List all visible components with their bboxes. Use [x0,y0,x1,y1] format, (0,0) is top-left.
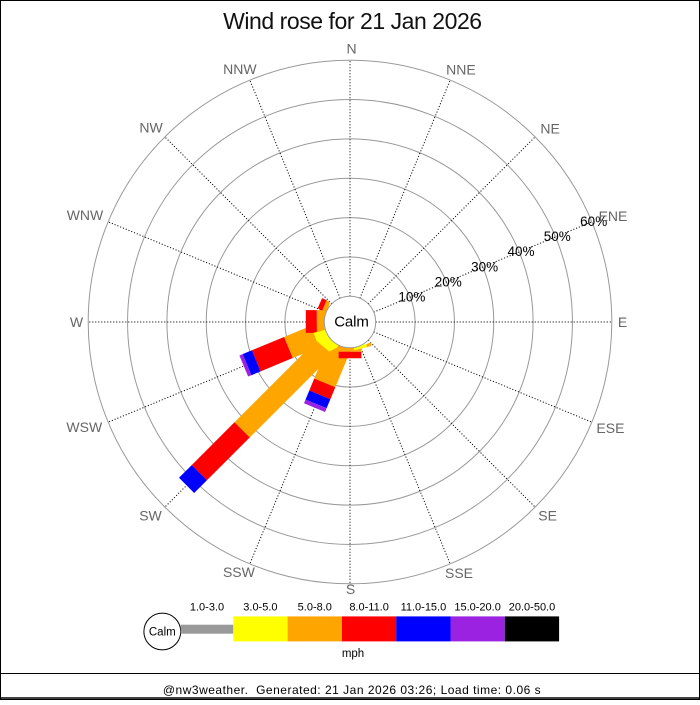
svg-text:10%: 10% [398,289,425,304]
svg-text:SSE: SSE [445,565,473,581]
svg-text:3.0-5.0: 3.0-5.0 [243,602,277,614]
svg-text:40%: 40% [507,244,534,259]
svg-text:50%: 50% [544,229,571,244]
svg-text:Calm: Calm [334,314,369,331]
svg-text:SE: SE [538,507,557,523]
svg-text:NNW: NNW [223,61,257,77]
svg-text:20%: 20% [435,274,462,289]
svg-text:W: W [70,314,84,330]
svg-text:Wind rose for 21 Jan 2026: Wind rose for 21 Jan 2026 [223,8,482,34]
svg-text:mph: mph [342,648,364,660]
svg-text:20.0-50.0: 20.0-50.0 [509,602,555,614]
svg-text:1.0-3.0: 1.0-3.0 [190,602,224,614]
svg-text:11.0-15.0: 11.0-15.0 [401,602,447,614]
svg-text:NW: NW [139,119,163,135]
svg-text:NNE: NNE [446,61,476,77]
svg-text:15.0-20.0: 15.0-20.0 [454,602,500,614]
svg-text:Calm: Calm [149,627,176,639]
svg-text:SSW: SSW [223,564,256,580]
svg-text:30%: 30% [471,259,498,274]
svg-text:ESE: ESE [596,420,624,436]
svg-text:ENE: ENE [599,208,628,224]
svg-text:NE: NE [540,121,559,137]
svg-text:SW: SW [139,508,162,524]
svg-text:N: N [347,41,357,57]
svg-text:8.0-11.0: 8.0-11.0 [349,602,389,614]
svg-text:WSW: WSW [66,419,103,435]
svg-text:E: E [618,314,627,330]
svg-text:5.0-8.0: 5.0-8.0 [298,602,332,614]
svg-text:@nw3weather. Generated: 21 Ja: @nw3weather. Generated: 21 Jan 2026 03:2… [163,683,541,697]
svg-text:WNW: WNW [67,207,104,223]
svg-text:60%: 60% [580,214,607,229]
svg-text:S: S [346,581,355,597]
